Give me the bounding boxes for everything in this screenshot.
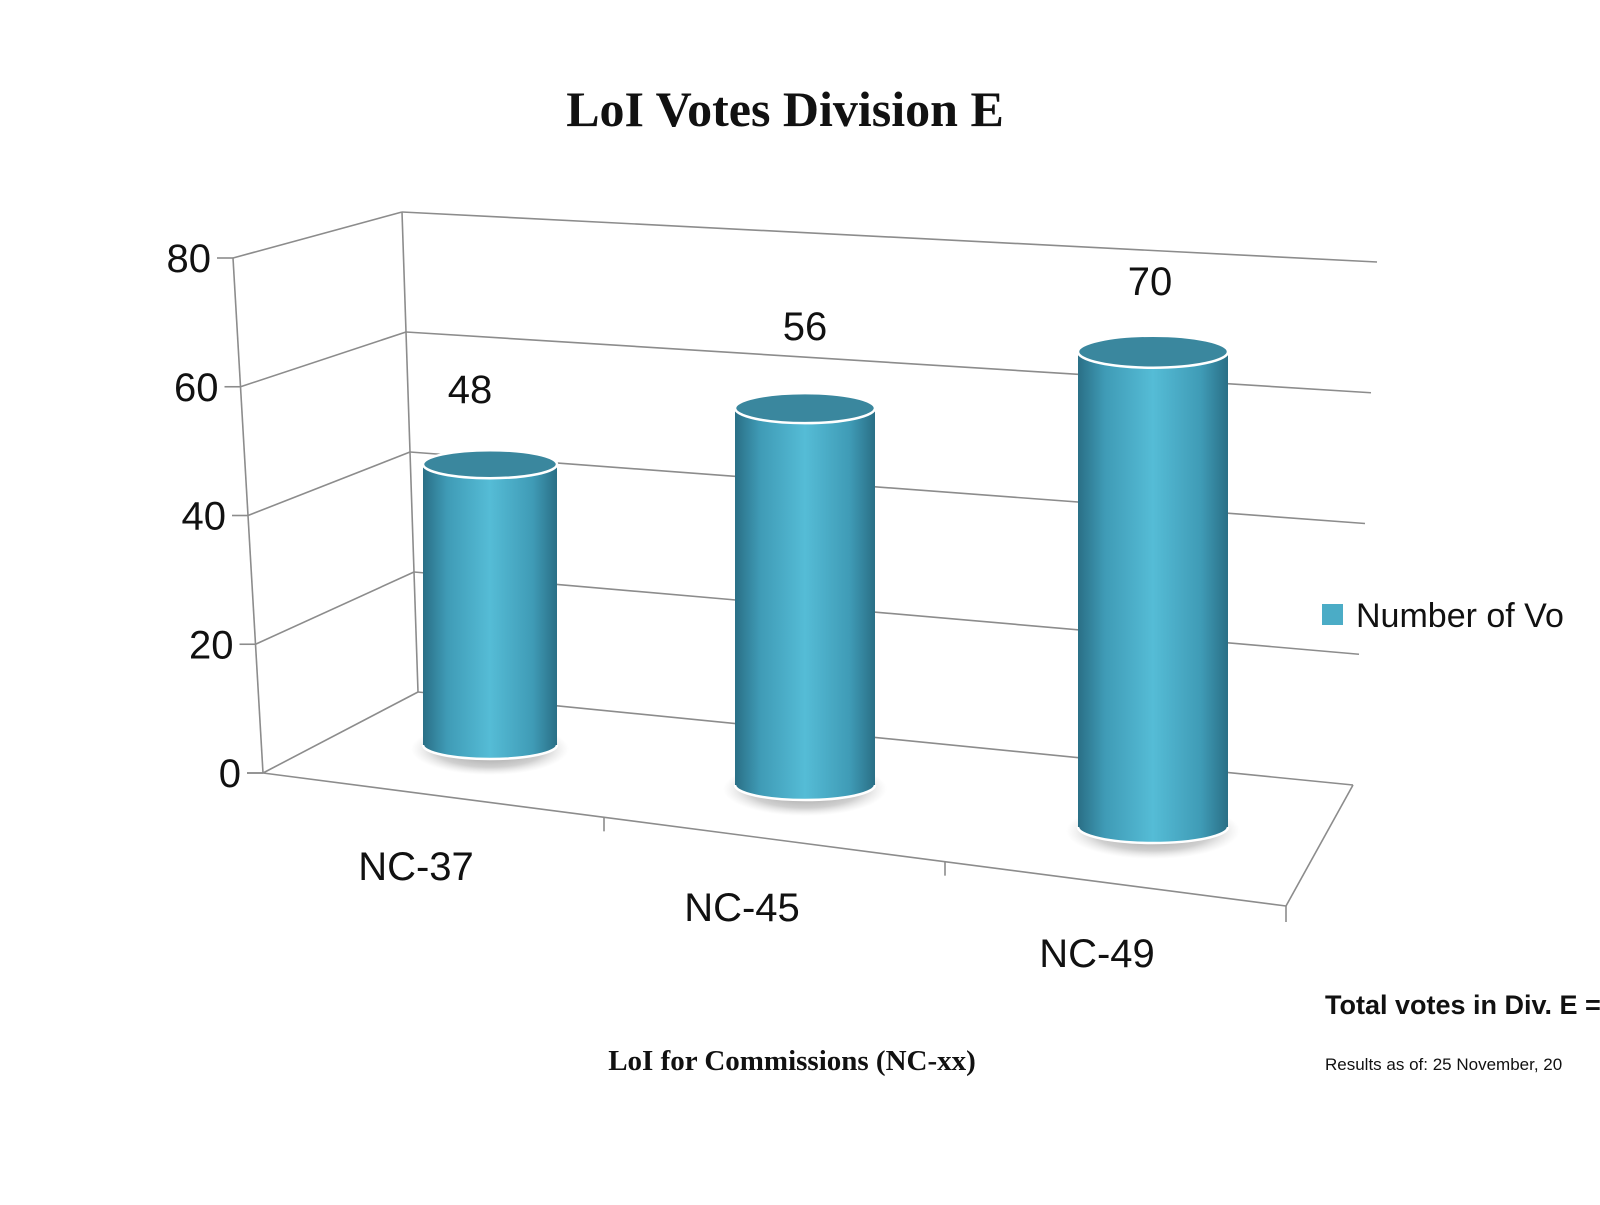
y-tick-label: 60 <box>174 366 219 410</box>
total-votes-note: Total votes in Div. E = <box>1325 990 1600 1020</box>
y-tick-label: 20 <box>189 623 234 667</box>
bar-body <box>735 408 875 800</box>
bar-body <box>1078 351 1228 843</box>
bar-base-rim <box>1076 826 1230 845</box>
bar-top <box>1076 334 1230 369</box>
bar-NC-37 <box>411 448 569 775</box>
bar-top <box>421 448 559 480</box>
data-label: 70 <box>1128 260 1173 304</box>
side-wall-gridline <box>232 211 403 259</box>
data-label: 48 <box>448 368 493 412</box>
bar-base-rim <box>733 784 877 802</box>
legend-swatch <box>1322 604 1343 625</box>
x-category-label: NC-49 <box>1039 932 1155 976</box>
data-labels: 48 56 70 <box>448 260 1173 412</box>
back-wall-gridline <box>401 211 1378 263</box>
floor-right-edge <box>1285 784 1354 907</box>
x-axis-title: LoI for Commissions (NC-xx) <box>608 1045 976 1077</box>
bar-NC-45 <box>723 391 887 816</box>
bar-body <box>423 464 557 759</box>
results-date-note: Results as of: 25 November, 20 <box>1325 1055 1563 1074</box>
x-axis-categories: NC-37 NC-45 NC-49 <box>358 845 1155 976</box>
x-category-label: NC-37 <box>358 845 474 889</box>
side-wall-gridline <box>247 451 411 517</box>
back-left-edge <box>401 211 419 693</box>
side-wall-gridline <box>255 571 415 645</box>
floor-front-edge <box>262 772 1287 907</box>
bar-base-rim <box>421 744 559 761</box>
legend: Number of Vo <box>1322 597 1564 635</box>
side-wall-gridline <box>240 331 407 388</box>
legend-label: Number of Vo <box>1356 597 1564 635</box>
x-category-label: NC-45 <box>684 886 800 930</box>
y-axis-ticks: 0 20 40 60 80 <box>167 237 263 796</box>
y-tick-label: 80 <box>167 237 212 281</box>
y-tick-label: 0 <box>219 752 241 796</box>
chart-title: LoI Votes Division E <box>566 81 1004 137</box>
chart-walls <box>232 211 1378 922</box>
bar-top <box>733 391 877 425</box>
y-tick-label: 40 <box>182 495 227 539</box>
bar-NC-49 <box>1066 334 1240 859</box>
side-wall-gridline <box>262 691 419 774</box>
data-label: 56 <box>783 305 828 349</box>
bar-series <box>411 334 1240 859</box>
